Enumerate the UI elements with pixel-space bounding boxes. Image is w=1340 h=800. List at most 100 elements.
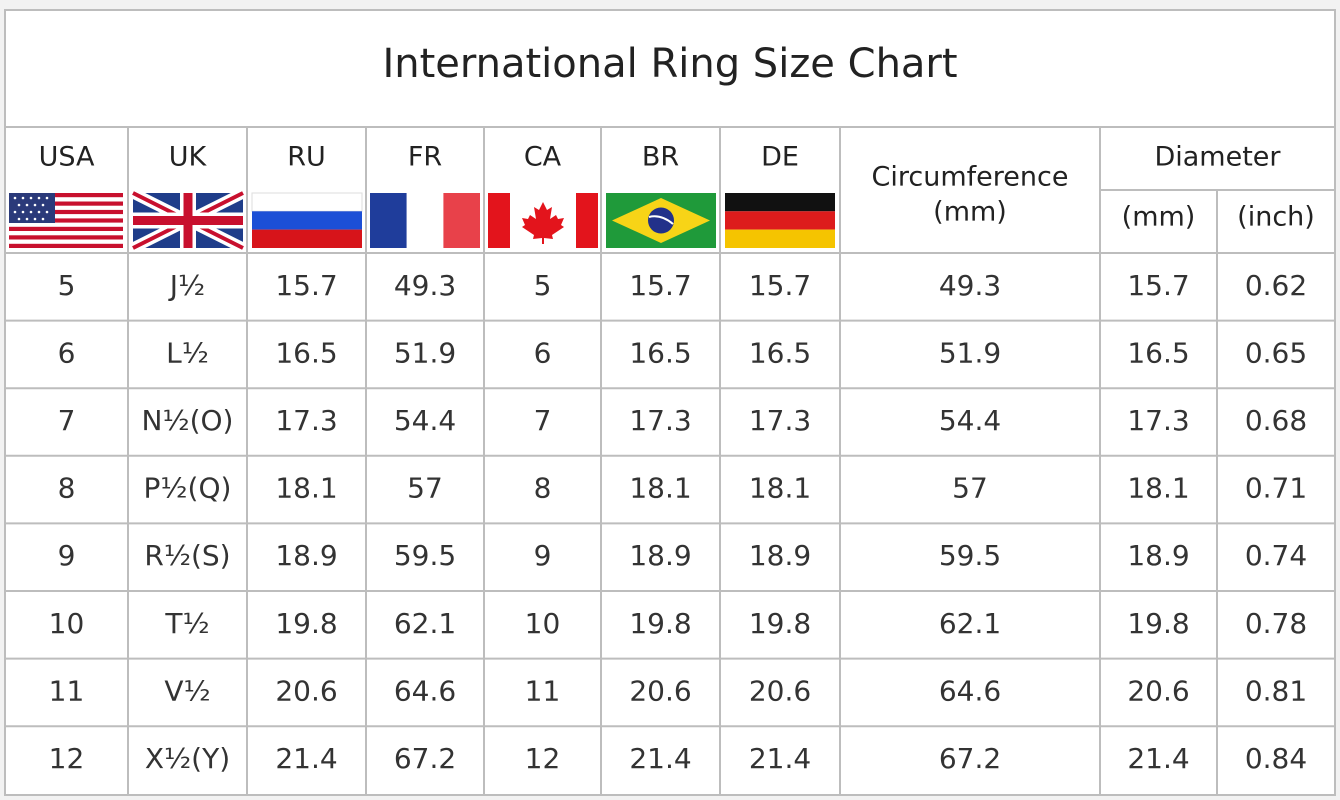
table-cell: 19.8 (275, 607, 337, 640)
table-cell: T½ (164, 607, 209, 640)
table-cell: 6 (534, 336, 552, 369)
table-cell: L½ (166, 336, 209, 369)
table-cell: 51.9 (394, 336, 456, 369)
table-cell: 21.4 (275, 742, 337, 775)
table-cell: 0.78 (1245, 607, 1307, 640)
table-cell: 17.3 (629, 404, 691, 437)
column-header: DE (761, 142, 799, 173)
table-cell: 8 (58, 472, 76, 505)
table-cell: 18.9 (275, 539, 337, 572)
table-cell: 19.8 (1127, 607, 1189, 640)
table-cell: 57 (952, 472, 988, 505)
table-cell: 9 (534, 539, 552, 572)
column-header-unit: (mm) (1122, 202, 1196, 233)
table-cell: 5 (58, 269, 76, 302)
column-header: USA (39, 142, 95, 173)
table-cell: 64.6 (939, 674, 1001, 707)
table-cell: 54.4 (939, 404, 1001, 437)
table-cell: 12 (49, 742, 85, 775)
table-cell: 54.4 (394, 404, 456, 437)
table-cell: 21.4 (1127, 742, 1189, 775)
table-cell: 12 (525, 742, 561, 775)
table-cell: 18.9 (749, 539, 811, 572)
table-cell: 67.2 (394, 742, 456, 775)
table-cell: 17.3 (749, 404, 811, 437)
flag-usa (9, 193, 123, 248)
table-cell: 11 (49, 674, 85, 707)
table-cell: N½(O) (142, 404, 234, 437)
column-header: UK (169, 142, 208, 173)
table-cell: 7 (534, 404, 552, 437)
table-cell: 15.7 (1127, 269, 1189, 302)
table-cell: 59.5 (394, 539, 456, 572)
table-cell: 8 (534, 472, 552, 505)
flag-ca (488, 193, 598, 248)
table-cell: 15.7 (275, 269, 337, 302)
table-cell: 0.74 (1245, 539, 1307, 572)
table-cell: 5 (534, 269, 552, 302)
table-cell: 49.3 (394, 269, 456, 302)
table-cell: 0.62 (1245, 269, 1307, 302)
table-cell: 15.7 (749, 269, 811, 302)
table-cell: 62.1 (394, 607, 456, 640)
table-cell: 0.84 (1245, 742, 1307, 775)
table-cell: 18.9 (629, 539, 691, 572)
table-cell: 20.6 (1127, 674, 1189, 707)
table-cell: V½ (164, 674, 210, 707)
table-cell: 18.1 (275, 472, 337, 505)
flag-uk (130, 188, 246, 253)
table-cell: 20.6 (749, 674, 811, 707)
table-cell: 16.5 (275, 336, 337, 369)
column-header: Circumference (872, 162, 1069, 193)
table-cell: R½(S) (144, 539, 230, 572)
table-cell: 21.4 (629, 742, 691, 775)
table-title: International Ring Size Chart (382, 41, 957, 87)
table-cell: 7 (58, 404, 76, 437)
table-cell: 62.1 (939, 607, 1001, 640)
table-cell: 67.2 (939, 742, 1001, 775)
table-cell: 11 (525, 674, 561, 707)
column-header-unit: (inch) (1237, 202, 1315, 233)
table-cell: X½(Y) (145, 742, 230, 775)
table-cell: 0.81 (1245, 674, 1307, 707)
table-cell: 19.8 (629, 607, 691, 640)
table-cell: 64.6 (394, 674, 456, 707)
table-cell: 16.5 (629, 336, 691, 369)
column-header-unit: (mm) (933, 197, 1007, 228)
table-cell: 20.6 (629, 674, 691, 707)
flag-fr (370, 193, 480, 248)
table-cell: 17.3 (1127, 404, 1189, 437)
table-cell: 18.9 (1127, 539, 1189, 572)
table-cell: 21.4 (749, 742, 811, 775)
table-cell: 18.1 (1127, 472, 1189, 505)
table-cell: 10 (49, 607, 85, 640)
table-cell: 18.1 (749, 472, 811, 505)
table-cell: 0.68 (1245, 404, 1307, 437)
column-header: FR (408, 142, 442, 173)
table-cell: 51.9 (939, 336, 1001, 369)
table-cell: 0.71 (1245, 472, 1307, 505)
column-header: CA (524, 142, 562, 173)
flag-de (725, 193, 835, 248)
table-cell: 15.7 (629, 269, 691, 302)
column-header: RU (287, 142, 326, 173)
table-cell: 10 (525, 607, 561, 640)
table-frame (4, 9, 1336, 796)
table-cell: 16.5 (749, 336, 811, 369)
table-cell: 19.8 (749, 607, 811, 640)
table-cell: 20.6 (275, 674, 337, 707)
table-cell: 9 (58, 539, 76, 572)
table-cell: 6 (58, 336, 76, 369)
table-cell: 17.3 (275, 404, 337, 437)
column-header: BR (642, 142, 679, 173)
flag-br (606, 193, 716, 248)
table-cell: 18.1 (629, 472, 691, 505)
table-cell: 16.5 (1127, 336, 1189, 369)
flag-ru (251, 192, 363, 248)
table-cell: P½(Q) (144, 472, 232, 505)
table-cell: J½ (168, 269, 205, 302)
table-cell: 0.65 (1245, 336, 1307, 369)
table-cell: 59.5 (939, 539, 1001, 572)
